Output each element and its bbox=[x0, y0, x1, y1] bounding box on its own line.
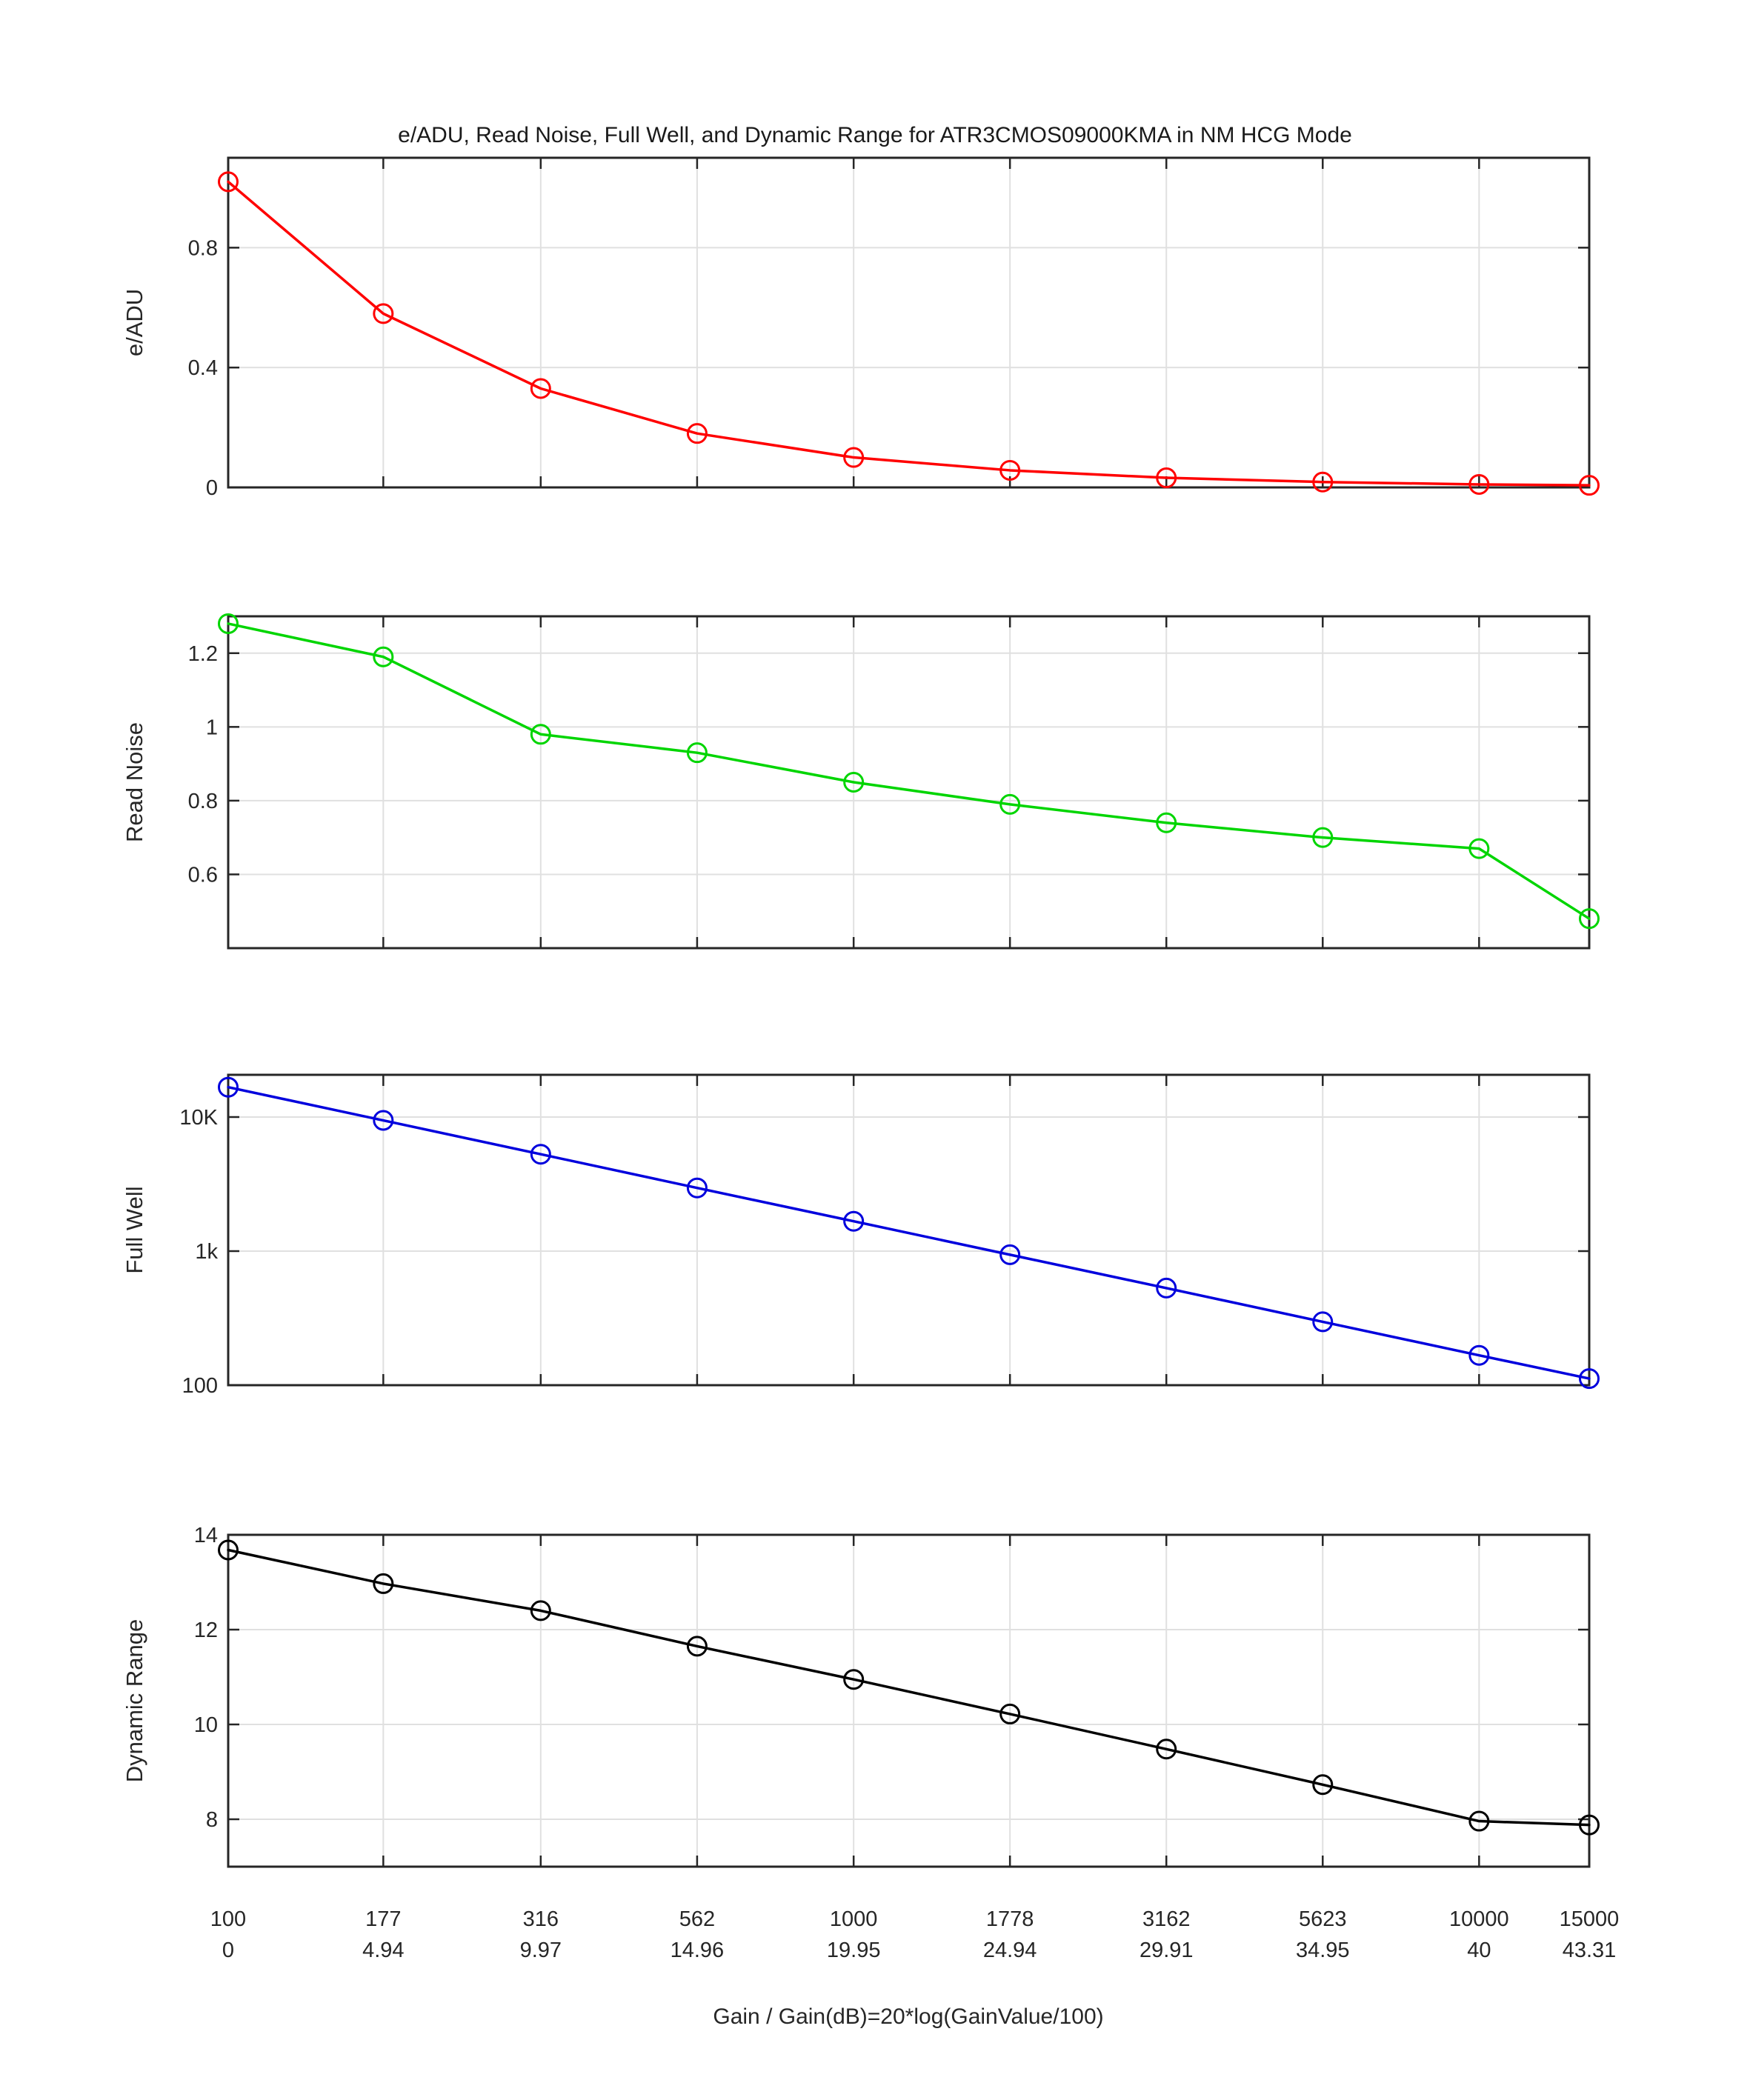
data-point-marker bbox=[530, 378, 551, 399]
data-point-marker bbox=[1468, 1344, 1490, 1366]
data-point-marker bbox=[999, 1244, 1021, 1265]
x-tick-label-gain: 1000 bbox=[830, 1907, 878, 1931]
data-point-marker bbox=[686, 1177, 708, 1199]
data-point-marker bbox=[999, 793, 1021, 815]
data-point-marker bbox=[1156, 1277, 1177, 1299]
y-tick-label: 0.8 bbox=[188, 790, 218, 813]
x-tick-label-gain: 10000 bbox=[1449, 1907, 1509, 1931]
data-point-marker bbox=[373, 1110, 394, 1131]
x-tick-label-db: 19.95 bbox=[827, 1939, 881, 1962]
data-point-marker bbox=[843, 772, 865, 793]
series-line-read-noise bbox=[227, 622, 1591, 920]
y-tick-label: 1k bbox=[195, 1240, 218, 1264]
y-tick-label: 0.8 bbox=[188, 236, 218, 260]
x-axis-label: Gain / Gain(dB)=20*log(GainValue/100) bbox=[713, 2004, 1103, 2029]
x-tick-label-db: 9.97 bbox=[520, 1939, 562, 1962]
y-axis-label: Full Well bbox=[122, 1186, 147, 1273]
data-point-marker bbox=[1156, 1739, 1177, 1760]
x-tick-label-db: 29.91 bbox=[1140, 1939, 1194, 1962]
x-tick-label-gain: 1778 bbox=[986, 1907, 1034, 1931]
x-tick-label-db: 24.94 bbox=[983, 1939, 1037, 1962]
data-point-marker bbox=[1579, 908, 1600, 930]
y-tick-label: 10 bbox=[194, 1713, 218, 1737]
data-point-marker bbox=[218, 613, 239, 634]
axis-box bbox=[227, 615, 1591, 950]
data-point-marker bbox=[1312, 1311, 1334, 1333]
x-tick-label-db: 43.31 bbox=[1563, 1939, 1617, 1962]
subplot-full-well: 100 1k 10K Full Well bbox=[122, 1073, 1600, 1398]
y-tick-label: 1 bbox=[206, 716, 218, 739]
y-tick-label: 12 bbox=[194, 1619, 218, 1642]
data-point-marker bbox=[1468, 473, 1490, 495]
y-tick-label: 0.6 bbox=[188, 863, 218, 887]
data-point-marker bbox=[999, 1703, 1021, 1724]
axis-box bbox=[227, 1533, 1591, 1868]
data-point-marker bbox=[1312, 827, 1334, 848]
y-axis-label: Dynamic Range bbox=[122, 1619, 147, 1783]
y-axis-label: Read Noise bbox=[122, 722, 147, 842]
x-tick-label-db: 14.96 bbox=[671, 1939, 725, 1962]
x-tick-label-db: 4.94 bbox=[362, 1939, 404, 1962]
data-point-marker bbox=[1312, 471, 1334, 493]
y-tick-label: 0.4 bbox=[188, 356, 218, 380]
series-line-e-adu bbox=[227, 180, 1591, 487]
data-point-marker bbox=[1468, 838, 1490, 859]
subplot-e-adu: 0 0.4 0.8 e/ADU bbox=[122, 156, 1600, 500]
x-tick-label-db: 0 bbox=[222, 1939, 234, 1962]
y-tick-label: 14 bbox=[194, 1524, 218, 1547]
axis-box bbox=[227, 1073, 1591, 1387]
data-point-marker bbox=[218, 171, 239, 193]
x-tick-label-gain: 3162 bbox=[1142, 1907, 1191, 1931]
x-tick-label-gain: 562 bbox=[679, 1907, 715, 1931]
x-tick-label-db: 34.95 bbox=[1296, 1939, 1350, 1962]
chart-title: e/ADU, Read Noise, Full Well, and Dynami… bbox=[398, 123, 1352, 147]
data-point-marker bbox=[686, 1636, 708, 1657]
x-tick-label-gain: 100 bbox=[210, 1907, 246, 1931]
data-point-marker bbox=[218, 1076, 239, 1098]
data-point-marker bbox=[686, 742, 708, 764]
x-tick-label-db: 40 bbox=[1467, 1939, 1491, 1962]
data-point-marker bbox=[1579, 1814, 1600, 1836]
y-axis-label: e/ADU bbox=[122, 289, 147, 356]
x-tick-label-gain: 177 bbox=[365, 1907, 401, 1931]
data-point-marker bbox=[1156, 467, 1177, 489]
data-point-marker bbox=[843, 1210, 865, 1232]
data-point-marker bbox=[1579, 475, 1600, 496]
data-point-marker bbox=[1312, 1774, 1334, 1796]
data-point-marker bbox=[999, 459, 1021, 481]
y-tick-label: 10K bbox=[179, 1106, 218, 1130]
data-point-marker bbox=[373, 303, 394, 324]
x-tick-label-gain: 316 bbox=[523, 1907, 559, 1931]
data-point-marker bbox=[530, 1600, 551, 1621]
y-tick-label: 100 bbox=[182, 1374, 218, 1398]
data-point-marker bbox=[1579, 1368, 1600, 1390]
x-tick-label-gain: 15000 bbox=[1560, 1907, 1620, 1931]
data-point-marker bbox=[1156, 812, 1177, 833]
y-tick-label: 1.2 bbox=[188, 642, 218, 666]
data-point-marker bbox=[686, 423, 708, 444]
y-tick-label: 0 bbox=[206, 476, 218, 500]
data-point-marker bbox=[1468, 1810, 1490, 1832]
x-tick-label-gain: 5623 bbox=[1299, 1907, 1347, 1931]
data-point-marker bbox=[218, 1539, 239, 1561]
series-line-full-well bbox=[227, 1085, 1591, 1380]
data-point-marker bbox=[843, 1669, 865, 1690]
data-point-marker bbox=[530, 1144, 551, 1165]
subplot-read-noise: 0.6 0.8 1 1.2 Read Noise bbox=[122, 613, 1600, 950]
data-point-marker bbox=[843, 447, 865, 468]
series-line-dynamic-range bbox=[227, 1548, 1591, 1827]
y-tick-label: 8 bbox=[206, 1808, 218, 1832]
data-point-marker bbox=[373, 646, 394, 667]
data-point-marker bbox=[530, 724, 551, 745]
data-point-marker bbox=[373, 1573, 394, 1594]
subplot-dynamic-range: 8 10 12 14 Dynamic Range bbox=[122, 1524, 1600, 1868]
axis-box bbox=[227, 156, 1591, 489]
x-axis-tick-labels: 10001774.943169.9756214.96100019.9517782… bbox=[210, 1907, 1620, 1962]
